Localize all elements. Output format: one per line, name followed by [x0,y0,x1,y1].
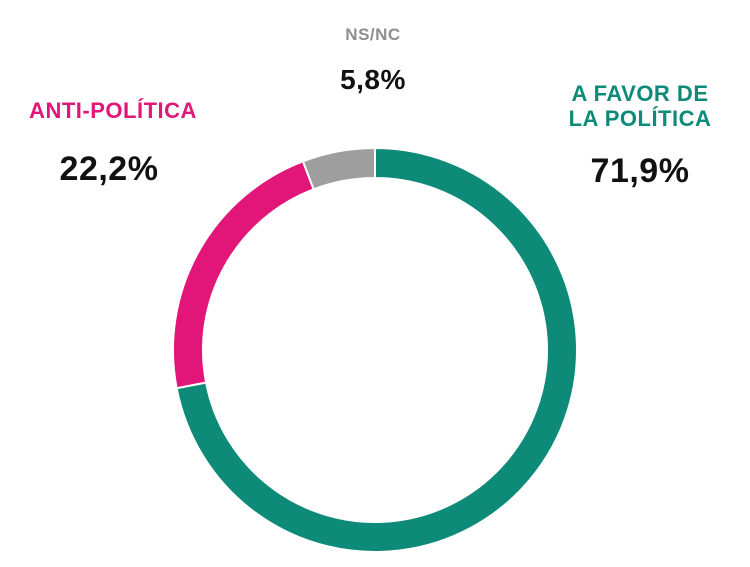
label-nsnc-category: NS/NC [345,25,401,44]
label-anti-politica-value: 22,2% [59,150,159,188]
label-nsnc-value: 5,8% [340,64,406,95]
donut-slices [172,146,578,553]
slice-anti-politica [172,160,315,390]
slice-a-favor [175,146,578,553]
label-a-favor-value: 71,9% [590,152,690,190]
label-a-favor-category: A FAVOR DE LA POLÍTICA [568,81,712,131]
slice-nsnc [301,146,376,191]
label-anti-politica-category: ANTI-POLÍTICA [29,98,197,123]
